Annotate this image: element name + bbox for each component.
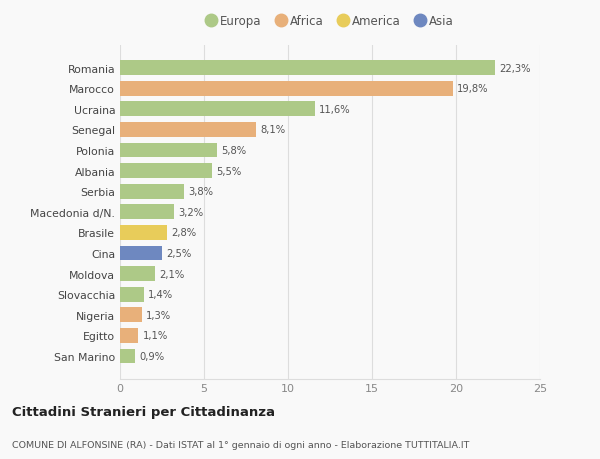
Text: Cittadini Stranieri per Cittadinanza: Cittadini Stranieri per Cittadinanza bbox=[12, 405, 275, 419]
Text: 11,6%: 11,6% bbox=[319, 105, 351, 114]
Text: 1,1%: 1,1% bbox=[143, 330, 168, 341]
Text: 2,5%: 2,5% bbox=[166, 248, 191, 258]
Text: 1,3%: 1,3% bbox=[146, 310, 171, 320]
Text: 8,1%: 8,1% bbox=[260, 125, 286, 135]
Bar bbox=[120, 123, 256, 138]
Text: 19,8%: 19,8% bbox=[457, 84, 488, 94]
Bar bbox=[120, 328, 139, 343]
Text: 0,9%: 0,9% bbox=[139, 351, 164, 361]
Text: 5,5%: 5,5% bbox=[217, 166, 242, 176]
Text: 3,8%: 3,8% bbox=[188, 187, 213, 197]
Bar bbox=[120, 267, 155, 281]
Text: 22,3%: 22,3% bbox=[499, 63, 530, 73]
Bar bbox=[120, 246, 162, 261]
Bar bbox=[120, 308, 142, 322]
Bar bbox=[120, 82, 452, 96]
Bar bbox=[120, 143, 217, 158]
Bar bbox=[120, 102, 315, 117]
Text: 2,8%: 2,8% bbox=[171, 228, 196, 238]
Bar bbox=[120, 287, 143, 302]
Bar bbox=[120, 225, 167, 240]
Bar bbox=[120, 205, 174, 220]
Text: 3,2%: 3,2% bbox=[178, 207, 203, 217]
Bar bbox=[120, 164, 212, 179]
Bar bbox=[120, 61, 494, 76]
Bar bbox=[120, 185, 184, 199]
Text: 5,8%: 5,8% bbox=[221, 146, 247, 156]
Legend: Europa, Africa, America, Asia: Europa, Africa, America, Asia bbox=[206, 15, 454, 28]
Text: COMUNE DI ALFONSINE (RA) - Dati ISTAT al 1° gennaio di ogni anno - Elaborazione : COMUNE DI ALFONSINE (RA) - Dati ISTAT al… bbox=[12, 441, 469, 449]
Text: 2,1%: 2,1% bbox=[160, 269, 185, 279]
Text: 1,4%: 1,4% bbox=[148, 290, 173, 299]
Bar bbox=[120, 349, 135, 364]
